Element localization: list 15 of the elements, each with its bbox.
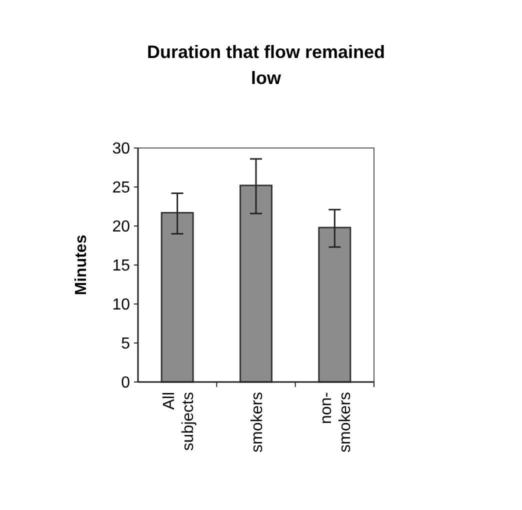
y-tick-label: 0 — [121, 374, 130, 392]
y-tick-label: 15 — [112, 258, 130, 275]
x-tick-label: non-smokers — [318, 392, 354, 452]
chart-title: Duration that flow remained low — [146, 42, 386, 88]
y-tick-label: 30 — [112, 140, 130, 158]
x-tick-label: All subjects — [160, 392, 197, 451]
bar — [240, 184, 272, 383]
y-axis-title: Minutes — [73, 234, 90, 296]
y-tick-label: 20 — [112, 218, 130, 236]
y-tick-label: 5 — [121, 336, 130, 353]
bar — [318, 226, 352, 383]
y-tick-label: 25 — [112, 180, 130, 197]
x-tick-label: smokers — [249, 392, 266, 452]
bar — [160, 212, 194, 383]
y-tick-label: 10 — [112, 296, 130, 314]
